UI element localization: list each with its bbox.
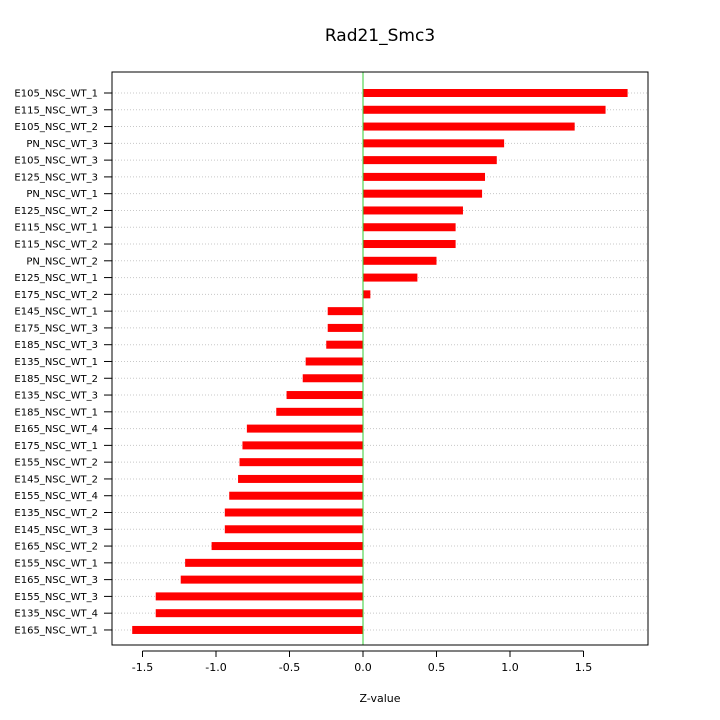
category-label: PN_NSC_WT_1 bbox=[26, 189, 98, 200]
category-label: E105_NSC_WT_3 bbox=[14, 156, 98, 167]
category-label: E165_NSC_WT_3 bbox=[14, 575, 98, 586]
bar bbox=[302, 374, 363, 383]
bar bbox=[180, 575, 363, 584]
bar bbox=[327, 307, 363, 316]
bar bbox=[185, 558, 363, 567]
bar bbox=[326, 340, 363, 349]
bar bbox=[276, 407, 363, 416]
category-label: E135_NSC_WT_3 bbox=[14, 391, 98, 402]
category-label: PN_NSC_WT_3 bbox=[26, 139, 98, 150]
category-label: E165_NSC_WT_4 bbox=[14, 424, 98, 435]
bar bbox=[229, 491, 363, 500]
category-label: E105_NSC_WT_1 bbox=[14, 89, 98, 100]
category-label: E185_NSC_WT_2 bbox=[14, 374, 98, 385]
category-label: E155_NSC_WT_2 bbox=[14, 458, 98, 469]
bar bbox=[363, 256, 437, 265]
category-label: E115_NSC_WT_1 bbox=[14, 223, 98, 234]
category-label: E165_NSC_WT_1 bbox=[14, 625, 98, 636]
bar bbox=[363, 273, 418, 282]
bar bbox=[363, 139, 505, 148]
bar bbox=[239, 458, 363, 467]
bar bbox=[305, 357, 363, 366]
bar bbox=[155, 592, 363, 601]
plot-frame bbox=[111, 71, 649, 646]
category-label: E155_NSC_WT_1 bbox=[14, 558, 98, 569]
category-label: PN_NSC_WT_2 bbox=[26, 256, 98, 267]
bar bbox=[238, 474, 363, 483]
x-axis-title: Z-value bbox=[359, 692, 400, 705]
x-tick-label: 1.5 bbox=[575, 661, 593, 674]
category-label: E185_NSC_WT_3 bbox=[14, 340, 98, 351]
category-label: E135_NSC_WT_2 bbox=[14, 508, 98, 519]
category-label: E125_NSC_WT_1 bbox=[14, 273, 98, 284]
bar bbox=[246, 424, 363, 433]
category-label: E125_NSC_WT_3 bbox=[14, 172, 98, 183]
x-axis: -1.5 -1.0 -0.5 0.0 0.5 1.0 1.5 bbox=[132, 650, 593, 674]
x-tick-label: 1.0 bbox=[501, 661, 519, 674]
category-label: E145_NSC_WT_3 bbox=[14, 525, 98, 536]
category-label: E105_NSC_WT_2 bbox=[14, 122, 98, 133]
category-label: E175_NSC_WT_1 bbox=[14, 441, 98, 452]
bars bbox=[132, 89, 628, 634]
category-label: E135_NSC_WT_4 bbox=[14, 609, 98, 620]
bar bbox=[363, 89, 628, 97]
category-label: E115_NSC_WT_3 bbox=[14, 105, 98, 116]
x-tick-label: -1.0 bbox=[205, 661, 226, 674]
bar bbox=[155, 609, 363, 618]
x-tick-label: 0.5 bbox=[428, 661, 446, 674]
bar bbox=[242, 441, 363, 450]
category-label: E175_NSC_WT_3 bbox=[14, 323, 98, 334]
category-label: E115_NSC_WT_2 bbox=[14, 240, 98, 251]
bar bbox=[363, 172, 486, 181]
bar bbox=[286, 391, 363, 400]
x-tick-label: 0.0 bbox=[354, 661, 372, 674]
category-label: E175_NSC_WT_2 bbox=[14, 290, 98, 301]
bar bbox=[363, 240, 456, 249]
category-label: E145_NSC_WT_2 bbox=[14, 474, 98, 485]
category-label: E165_NSC_WT_2 bbox=[14, 542, 98, 553]
bar bbox=[363, 122, 575, 131]
category-label: E145_NSC_WT_1 bbox=[14, 307, 98, 318]
category-label: E155_NSC_WT_4 bbox=[14, 491, 98, 502]
bar bbox=[132, 625, 363, 634]
bar bbox=[363, 189, 483, 198]
x-tick-label: -0.5 bbox=[279, 661, 300, 674]
bar bbox=[363, 156, 497, 165]
category-label: E135_NSC_WT_1 bbox=[14, 357, 98, 368]
bar bbox=[363, 290, 371, 299]
bar bbox=[211, 542, 363, 551]
bar bbox=[224, 525, 363, 534]
bar bbox=[363, 105, 606, 114]
category-label: E125_NSC_WT_2 bbox=[14, 206, 98, 217]
bar bbox=[224, 508, 363, 517]
category-label: E185_NSC_WT_1 bbox=[14, 407, 98, 418]
bar bbox=[363, 206, 463, 215]
bar bbox=[363, 223, 456, 232]
category-labels: E105_NSC_WT_1 E115_NSC_WT_3 E105_NSC_WT_2 P… bbox=[14, 89, 112, 636]
bar bbox=[327, 323, 363, 332]
x-tick-label: -1.5 bbox=[132, 661, 153, 674]
chart-title: Rad21_Smc3 bbox=[325, 26, 435, 46]
category-label: E155_NSC_WT_3 bbox=[14, 592, 98, 603]
